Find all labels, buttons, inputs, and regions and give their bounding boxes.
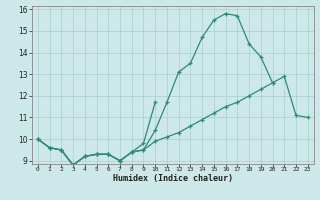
X-axis label: Humidex (Indice chaleur): Humidex (Indice chaleur) bbox=[113, 174, 233, 183]
